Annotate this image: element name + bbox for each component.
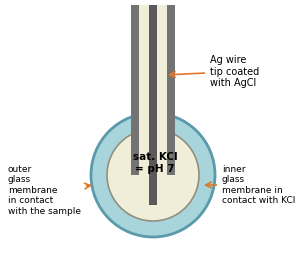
Text: outer
glass
membrane
in contact
with the sample: outer glass membrane in contact with the…: [8, 165, 90, 216]
Circle shape: [107, 129, 199, 221]
Bar: [139, 5, 167, 148]
Text: sat. KCl
= pH 7: sat. KCl = pH 7: [133, 152, 177, 174]
Circle shape: [91, 113, 215, 237]
Bar: [131, 5, 139, 175]
Bar: [149, 5, 157, 148]
Bar: [167, 5, 175, 148]
Bar: [167, 5, 175, 175]
Text: inner
glass
membrane in
contact with KCl: inner glass membrane in contact with KCl: [206, 165, 295, 205]
Text: Ag wire
tip coated
with AgCl: Ag wire tip coated with AgCl: [170, 55, 259, 88]
Bar: [131, 5, 139, 148]
Bar: [149, 175, 157, 205]
Bar: [149, 5, 157, 175]
Bar: [139, 5, 167, 175]
